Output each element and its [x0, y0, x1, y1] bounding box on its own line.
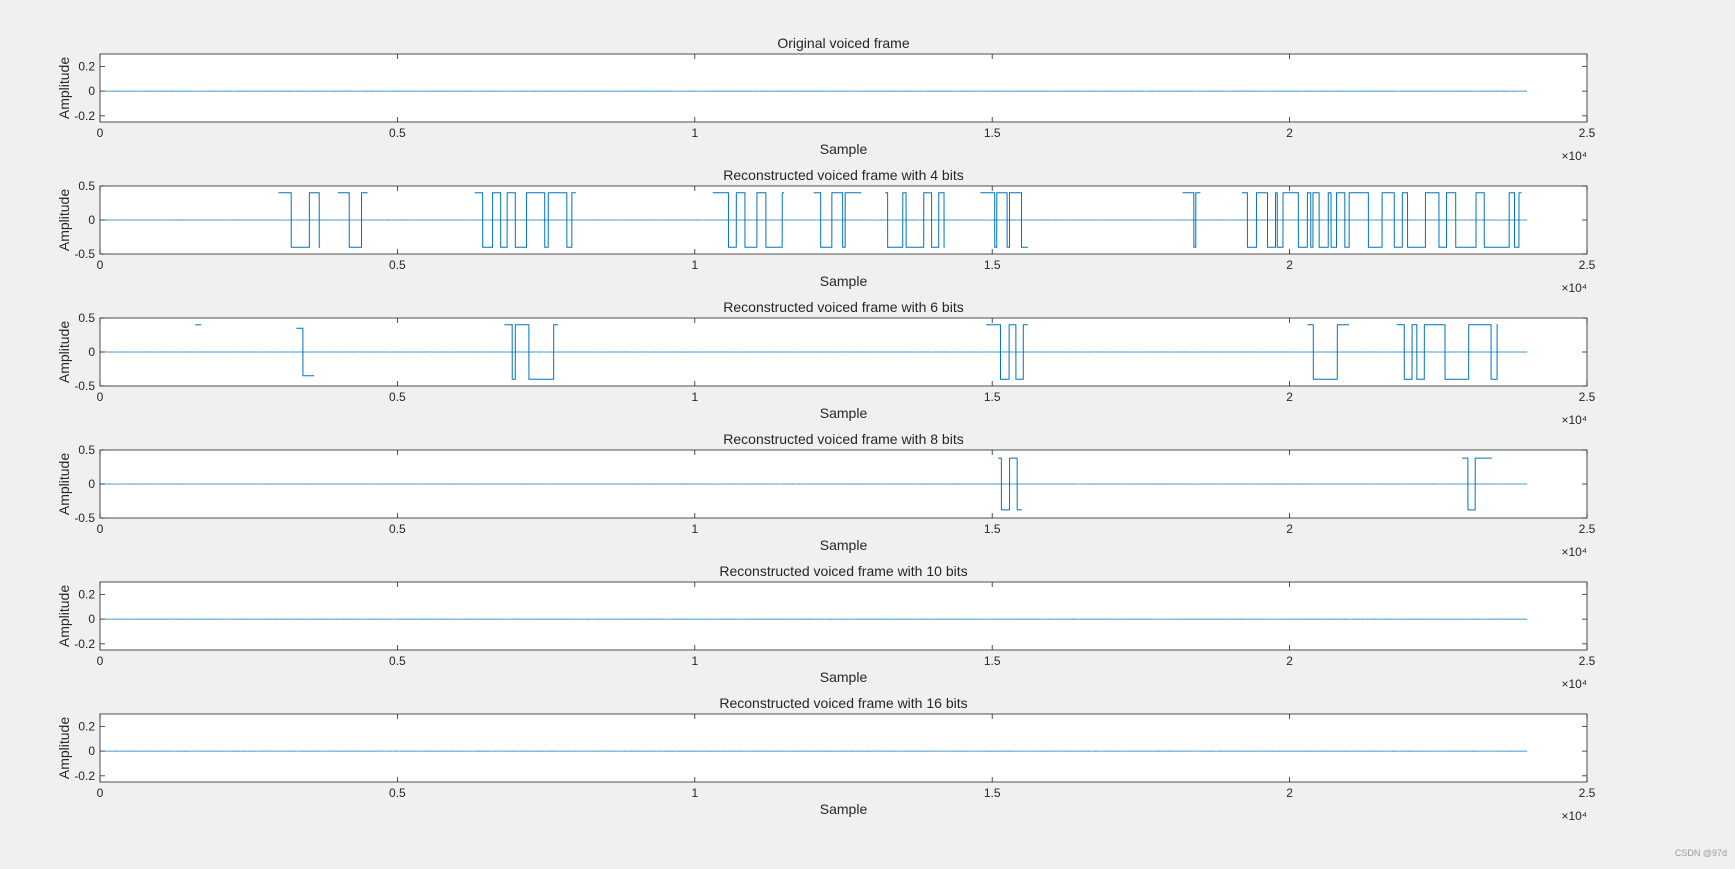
x-tick-label: 2 [1286, 258, 1293, 272]
axes-background [100, 582, 1587, 650]
y-tick-label: 0 [88, 345, 95, 359]
x-axis-label: Sample [820, 801, 868, 817]
y-axis-label: Amplitude [56, 585, 72, 647]
x-tick-label: 0 [97, 390, 104, 404]
axes-background [100, 714, 1587, 782]
y-tick-label: -0.5 [74, 247, 95, 261]
x-tick-label: 1.5 [984, 786, 1001, 800]
x-axis-label: Sample [820, 669, 868, 685]
x-exponent-label: ×10⁴ [1561, 677, 1587, 691]
x-tick-label: 1.5 [984, 522, 1001, 536]
x-tick-label: 1 [691, 654, 698, 668]
x-tick-label: 1.5 [984, 654, 1001, 668]
x-exponent-label: ×10⁴ [1561, 545, 1587, 559]
x-tick-label: 2 [1286, 522, 1293, 536]
y-axis-label: Amplitude [56, 57, 72, 119]
x-tick-label: 2.5 [1579, 390, 1596, 404]
x-tick-label: 1.5 [984, 390, 1001, 404]
y-tick-label: -0.2 [74, 637, 95, 651]
subplot-title: Original voiced frame [777, 35, 909, 51]
subplot-title: Reconstructed voiced frame with 10 bits [719, 563, 967, 579]
y-tick-label: 0.2 [78, 719, 95, 733]
x-tick-label: 0.5 [389, 258, 406, 272]
y-tick-label: -0.5 [74, 379, 95, 393]
subplot-title: Reconstructed voiced frame with 8 bits [723, 431, 963, 447]
x-tick-label: 0 [97, 522, 104, 536]
y-tick-label: -0.2 [74, 109, 95, 123]
x-tick-label: 0 [97, 126, 104, 140]
x-tick-label: 0.5 [389, 522, 406, 536]
x-tick-label: 2.5 [1579, 522, 1596, 536]
x-tick-label: 1.5 [984, 258, 1001, 272]
y-tick-label: 0 [88, 477, 95, 491]
x-tick-label: 2 [1286, 390, 1293, 404]
x-tick-label: 2 [1286, 654, 1293, 668]
x-tick-label: 2.5 [1579, 258, 1596, 272]
x-tick-label: 1 [691, 786, 698, 800]
y-tick-label: 0 [88, 84, 95, 98]
x-tick-label: 0.5 [389, 390, 406, 404]
x-tick-label: 2 [1286, 786, 1293, 800]
x-exponent-label: ×10⁴ [1561, 149, 1587, 163]
y-tick-label: 0.5 [78, 311, 95, 325]
x-tick-label: 0 [97, 786, 104, 800]
x-tick-label: 2.5 [1579, 786, 1596, 800]
subplot-title: Reconstructed voiced frame with 6 bits [723, 299, 963, 315]
x-exponent-label: ×10⁴ [1561, 281, 1587, 295]
axes-background [100, 54, 1587, 122]
y-tick-label: 0 [88, 744, 95, 758]
y-tick-label: 0 [88, 213, 95, 227]
x-exponent-label: ×10⁴ [1561, 413, 1587, 427]
x-axis-label: Sample [820, 141, 868, 157]
x-tick-label: 0.5 [389, 654, 406, 668]
x-tick-label: 0 [97, 654, 104, 668]
x-tick-label: 2.5 [1579, 654, 1596, 668]
x-tick-label: 1 [691, 258, 698, 272]
watermark: CSDN @97d [1675, 848, 1727, 858]
x-axis-label: Sample [820, 537, 868, 553]
y-axis-label: Amplitude [56, 189, 72, 251]
x-tick-label: 0.5 [389, 786, 406, 800]
x-tick-label: 2 [1286, 126, 1293, 140]
x-tick-label: 2.5 [1579, 126, 1596, 140]
y-tick-label: 0 [88, 612, 95, 626]
y-axis-label: Amplitude [56, 453, 72, 515]
x-tick-label: 1.5 [984, 126, 1001, 140]
x-exponent-label: ×10⁴ [1561, 809, 1587, 823]
subplot-title: Reconstructed voiced frame with 4 bits [723, 167, 963, 183]
x-tick-label: 1 [691, 390, 698, 404]
y-tick-label: 0.5 [78, 443, 95, 457]
x-axis-label: Sample [820, 405, 868, 421]
y-axis-label: Amplitude [56, 717, 72, 779]
x-tick-label: 1 [691, 126, 698, 140]
y-tick-label: -0.2 [74, 769, 95, 783]
y-axis-label: Amplitude [56, 321, 72, 383]
y-tick-label: -0.5 [74, 511, 95, 525]
x-axis-label: Sample [820, 273, 868, 289]
y-tick-label: 0.5 [78, 179, 95, 193]
x-tick-label: 0.5 [389, 126, 406, 140]
subplot-title: Reconstructed voiced frame with 16 bits [719, 695, 967, 711]
x-tick-label: 1 [691, 522, 698, 536]
y-tick-label: 0.2 [78, 587, 95, 601]
x-tick-label: 0 [97, 258, 104, 272]
y-tick-label: 0.2 [78, 59, 95, 73]
